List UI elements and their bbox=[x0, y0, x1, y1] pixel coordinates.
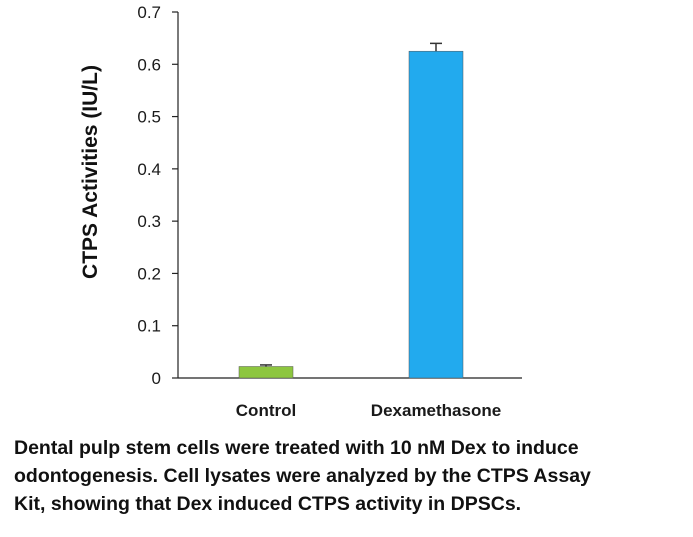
y-axis: 0 0.1 0.2 0.3 0.4 0.5 0.6 0.7 bbox=[137, 3, 179, 388]
y-tick-label: 0 bbox=[152, 369, 161, 388]
bar-control bbox=[238, 366, 294, 379]
y-tick-label: 0.3 bbox=[137, 212, 161, 231]
bar-dexamethasone bbox=[408, 50, 464, 379]
y-tick-label: 0.7 bbox=[137, 3, 161, 22]
bars bbox=[238, 42, 464, 379]
caption-line: Kit, showing that Dex induced CTPS activ… bbox=[14, 493, 522, 515]
figure-caption: Dental pulp stem cells were treated with… bbox=[14, 434, 684, 518]
y-tick-label: 0.2 bbox=[137, 264, 161, 283]
y-tick-label: 0.6 bbox=[137, 55, 161, 74]
y-tick-label: 0.4 bbox=[137, 160, 161, 179]
caption-line: Dental pulp stem cells were treated with… bbox=[14, 437, 579, 459]
x-category-label: Control bbox=[236, 401, 296, 420]
y-axis-title: CTPS Activities (IU/L) bbox=[79, 65, 102, 279]
bar-chart: 0 0.1 0.2 0.3 0.4 0.5 0.6 0.7 Control Dexamethas… bbox=[79, 3, 522, 420]
y-tick-label: 0.5 bbox=[137, 108, 161, 127]
caption-line: odontogenesis. Cell lysates were analyze… bbox=[14, 465, 591, 487]
y-tick-label: 0.1 bbox=[137, 317, 161, 336]
chart-svg: 0 0.1 0.2 0.3 0.4 0.5 0.6 0.7 Control Dexamethas… bbox=[79, 3, 522, 420]
x-axis: Control Dexamethasone bbox=[178, 377, 522, 420]
x-category-label: Dexamethasone bbox=[371, 401, 501, 420]
